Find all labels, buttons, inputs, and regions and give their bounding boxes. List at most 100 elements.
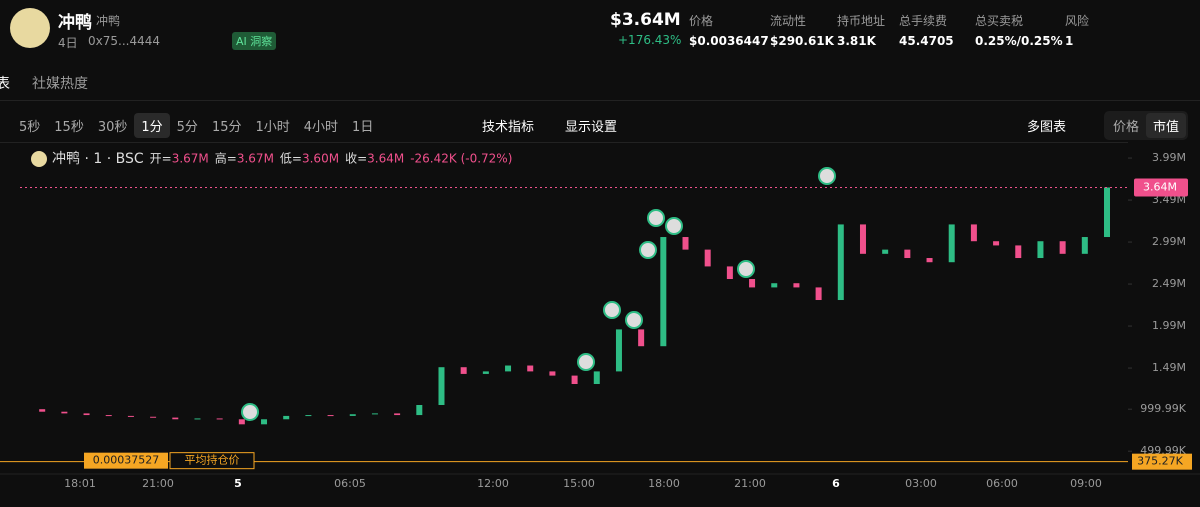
token-address[interactable]: 0x75...4444 xyxy=(88,34,160,48)
x-tick-label: 6 xyxy=(832,477,840,490)
candle xyxy=(638,329,645,347)
stat: 持币地址 3.81K xyxy=(837,12,885,48)
candle xyxy=(438,367,445,405)
interval[interactable]: 1日 xyxy=(352,120,374,135)
mode[interactable]: 市值 xyxy=(1146,113,1187,138)
candle xyxy=(948,224,955,263)
candle xyxy=(593,371,600,384)
candle xyxy=(1037,241,1044,259)
stat-value: $290.61K xyxy=(770,34,834,48)
indicators-button[interactable]: 技术指标 xyxy=(482,120,535,135)
stat: 风险 1 xyxy=(1065,12,1089,48)
avg-cost-price-box xyxy=(84,452,168,469)
avg-cost-label: 375.27K xyxy=(1137,455,1183,468)
chart: 3.99M3.49M2.99M2.49M1.99M1.49M999.99K499… xyxy=(0,142,1200,490)
legend-close-label: 收= xyxy=(345,152,367,166)
candle xyxy=(904,249,911,259)
legend-symbol: 冲鸭 · 1 · BSC xyxy=(52,151,144,167)
x-tick-label: 21:00 xyxy=(734,477,766,490)
token-age: 4日 xyxy=(58,36,78,50)
interval[interactable]: 15分 xyxy=(211,120,242,135)
stat: 价格 $0.0036447 xyxy=(689,12,769,48)
candle xyxy=(549,371,556,376)
stat: 流动性 $290.61K xyxy=(770,12,834,48)
candle xyxy=(1081,237,1088,254)
interval[interactable]: 1小时 xyxy=(255,120,290,135)
x-tick-label: 15:00 xyxy=(563,477,595,490)
candle xyxy=(815,287,822,301)
candle xyxy=(571,375,578,384)
candle xyxy=(793,283,800,288)
mode-switch: 价格 市值 xyxy=(1104,111,1189,140)
trade-marker xyxy=(647,209,665,227)
y-tick-label: 2.49M xyxy=(1152,277,1186,290)
candle xyxy=(61,411,68,414)
legend-change: -26.42K (-0.72%) xyxy=(410,152,512,166)
candle xyxy=(349,414,356,416)
y-tick-label: 999.99K xyxy=(1140,402,1186,415)
candle xyxy=(460,367,467,374)
candle xyxy=(194,418,201,420)
x-tick-label: 06:05 xyxy=(334,477,366,490)
candle xyxy=(615,329,622,372)
candle xyxy=(926,258,933,263)
x-tick-label: 09:00 xyxy=(1070,477,1102,490)
token-name: 冲鸭 xyxy=(58,13,92,33)
stat-label: 总手续费 xyxy=(899,14,948,28)
candle xyxy=(505,365,512,372)
candle xyxy=(283,415,290,420)
avg-cost-name-box xyxy=(169,452,255,470)
x-tick-label: 18:00 xyxy=(648,477,680,490)
x-tick-label: 5 xyxy=(234,477,242,490)
stat: 总手续费 45.4705 xyxy=(899,12,954,48)
legend-close: 3.64M xyxy=(367,152,404,166)
stat-value: 0.25%/0.25% xyxy=(975,34,1063,48)
legend-icon xyxy=(31,151,47,167)
stat-value: 1 xyxy=(1065,34,1074,48)
candle xyxy=(416,404,423,416)
y-tick-label: 1.99M xyxy=(1152,319,1186,332)
candle xyxy=(83,413,90,416)
ai-badge[interactable]: AI 洞察 xyxy=(232,32,277,50)
candle xyxy=(682,237,689,250)
candle xyxy=(172,417,179,420)
candle xyxy=(726,266,733,280)
trade-marker xyxy=(241,403,259,421)
legend-open: 3.67M xyxy=(172,152,209,166)
candle xyxy=(371,413,378,415)
trade-marker xyxy=(818,167,836,185)
candle xyxy=(771,283,778,288)
stat-label: 持币地址 xyxy=(837,14,886,28)
mode[interactable]: 价格 xyxy=(1113,120,1140,135)
y-tick-label: 2.99M xyxy=(1152,235,1186,248)
tab[interactable]: 社媒热度 xyxy=(32,76,88,92)
interval[interactable]: 15秒 xyxy=(54,120,84,135)
candle xyxy=(1059,241,1066,254)
candle xyxy=(305,415,312,417)
trade-marker xyxy=(665,217,683,235)
candle xyxy=(704,249,711,267)
legend-low: 3.60M xyxy=(302,152,339,166)
display-button[interactable]: 显示设置 xyxy=(565,120,618,135)
divider xyxy=(0,100,1200,101)
x-tick-label: 03:00 xyxy=(905,477,937,490)
stat-value: $0.0036447 xyxy=(689,34,769,48)
interval[interactable]: 5分 xyxy=(176,120,198,135)
stat-label: 流动性 xyxy=(770,14,807,28)
x-tick-label: 18:01 xyxy=(64,477,96,490)
stat-value: 45.4705 xyxy=(899,34,954,48)
avg-cost-price: 0.00037527 xyxy=(93,454,159,467)
trade-marker xyxy=(625,311,643,329)
interval[interactable]: 4小时 xyxy=(303,120,339,135)
candle xyxy=(837,224,844,301)
candle xyxy=(238,419,245,425)
trade-marker xyxy=(639,241,657,259)
x-tick-label: 06:00 xyxy=(986,477,1018,490)
candle xyxy=(482,371,489,374)
candle xyxy=(394,413,401,416)
interval[interactable]: 30秒 xyxy=(97,120,128,135)
interval[interactable]: 5秒 xyxy=(19,120,41,135)
interval[interactable]: 1分 xyxy=(134,113,170,138)
multi-chart-button[interactable]: 多图表 xyxy=(1027,120,1067,135)
tab[interactable]: 表 xyxy=(0,76,10,92)
